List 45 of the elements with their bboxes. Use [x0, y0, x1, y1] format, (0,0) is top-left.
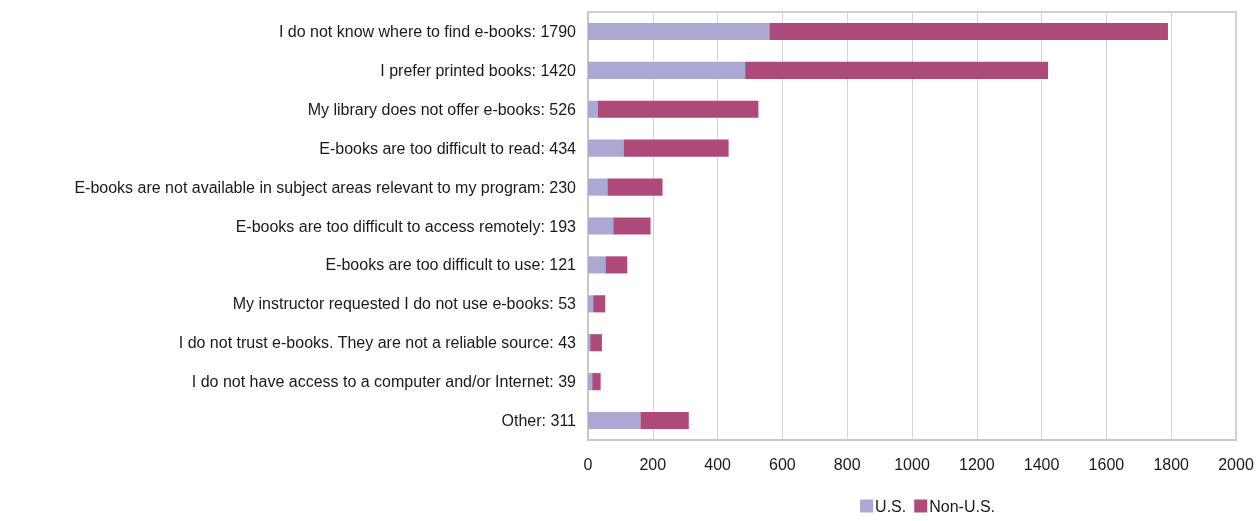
x-tick-label: 1200: [959, 455, 995, 473]
x-tick-label: 1400: [1023, 455, 1060, 473]
bar: [605, 256, 628, 274]
y-tick-label: I prefer printed books: 1420: [380, 61, 577, 79]
y-tick-label: E-books are not available in subject areas relevant to my program: 230: [74, 178, 577, 196]
y-tick-label: E-books are too difficult to read: 434: [319, 139, 577, 157]
y-tick-label: My library does not offer e-books: 526: [307, 100, 577, 118]
bar: [588, 411, 641, 430]
legend-label: U.S.: [875, 497, 907, 515]
x-tick-label: 200: [639, 455, 667, 473]
x-tick-label: 1000: [894, 455, 930, 473]
bar: [593, 295, 606, 313]
x-tick-label: 1800: [1153, 455, 1190, 473]
bar: [640, 411, 689, 430]
bar: [588, 373, 593, 391]
y-tick-label: E-books are too difficult to use: 121: [325, 256, 577, 274]
bar: [597, 100, 759, 118]
x-tick-label: 2000: [1218, 455, 1254, 473]
bar: [588, 256, 606, 274]
bar: [588, 139, 624, 157]
bar: [769, 22, 1168, 41]
bar: [745, 61, 1049, 79]
y-tick-label: I do not have access to a computer and/or Internet: 39: [191, 373, 577, 391]
bar: [588, 178, 608, 196]
bar: [588, 295, 594, 313]
bar: [588, 22, 770, 41]
bar: [588, 217, 614, 235]
x-tick-label: 400: [704, 455, 732, 473]
y-tick-label: I do not trust e-books. They are not a reliable source: 43: [178, 334, 577, 352]
bar: [590, 334, 602, 352]
bar: [607, 178, 663, 196]
bar: [613, 217, 651, 235]
x-tick-label: 1600: [1088, 455, 1125, 473]
x-tick-label: 600: [769, 455, 796, 473]
bar: [588, 61, 746, 79]
y-tick-label: E-books are too difficult to access remotely: 193: [235, 217, 577, 235]
x-tick-label: 800: [833, 455, 861, 473]
x-tick-label: 0: [583, 455, 593, 473]
y-tick-label: My instructor requested I do not use e-books: 53: [232, 295, 577, 313]
y-tick-label: I do not know where to find e-books: 1790: [278, 22, 577, 40]
bar: [592, 373, 601, 391]
bar: [623, 139, 729, 157]
legend-label: Non-U.S.: [929, 497, 995, 515]
bar: [588, 100, 598, 118]
y-tick-label: Other: 311: [501, 412, 577, 430]
